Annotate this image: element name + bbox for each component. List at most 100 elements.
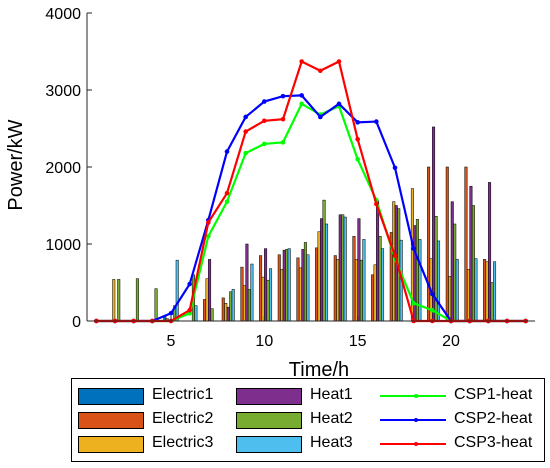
bar-heat3-h21 <box>474 258 478 322</box>
bar-electric2-h8 <box>221 297 225 322</box>
y-tick-label: 3000 <box>45 83 81 100</box>
legend-line <box>380 418 446 422</box>
point-csp3-heat-h11 <box>280 116 286 122</box>
point-csp3-heat-h17 <box>392 253 398 258</box>
x-tick-label: 5 <box>167 333 176 350</box>
bar-electric3-h12 <box>298 267 302 322</box>
point-csp2-heat-h17 <box>392 165 398 171</box>
bar-heat2-h16 <box>378 236 382 322</box>
bar-heat2-h19 <box>434 216 438 322</box>
point-csp2-heat-h12 <box>299 93 304 98</box>
bar-heat1-h18 <box>413 225 417 322</box>
point-csp1-heat-h10 <box>262 141 267 147</box>
legend-label: CSP2-heat <box>454 410 533 427</box>
point-csp2-heat-h19 <box>430 291 435 297</box>
y-tick-label: 0 <box>72 314 81 331</box>
bar-electric3-h15 <box>354 259 358 322</box>
point-csp1-heat-h19 <box>430 307 435 313</box>
bar-electric3-h14 <box>336 259 340 322</box>
point-csp3-heat-h9 <box>243 129 248 134</box>
bar-heat2-h7 <box>210 308 214 322</box>
axes-layer: 5 10 15 20 0 1000 2000 3000 4000 <box>45 6 535 350</box>
bar-electric2-h7 <box>203 299 207 322</box>
point-csp3-heat-h14 <box>336 59 342 64</box>
point-csp1-heat-h11 <box>280 140 286 145</box>
point-csp2-heat-h10 <box>262 99 267 104</box>
bar-electric2-h9 <box>240 266 244 322</box>
point-csp2-heat-h15 <box>355 120 360 125</box>
bar-heat2-h9 <box>247 289 251 322</box>
bar-heat2-h13 <box>322 199 326 322</box>
bar-electric2-h19 <box>427 166 431 322</box>
bar-electric2-h21 <box>464 166 468 322</box>
y-tick-label: 2000 <box>45 160 81 177</box>
y-tick-label: 1000 <box>45 237 81 254</box>
bar-heat2-h8 <box>229 291 233 322</box>
bar-heat3-h12 <box>306 254 310 322</box>
bar-heat3-h20 <box>455 259 459 322</box>
chart-canvas: 5 10 15 20 0 1000 2000 3000 4000 Time/h Power/kW <box>5 6 535 380</box>
bar-heat3-h5 <box>175 259 179 322</box>
legend-line <box>380 394 446 398</box>
y-axis-label: Power/kW <box>5 119 27 210</box>
bar-electric3-h8 <box>224 303 228 322</box>
legend-label: Electric1 <box>152 386 214 403</box>
point-csp3-heat-h13 <box>318 68 323 74</box>
bar-heat2-h3 <box>135 278 139 322</box>
point-csp2-heat-h18 <box>411 246 416 251</box>
bar-heat2-h15 <box>359 259 363 322</box>
point-csp1-heat-h18 <box>411 300 416 306</box>
bar-heat2-h21 <box>471 205 475 322</box>
bar-electric3-h13 <box>317 231 321 322</box>
bar-heat1-h8 <box>226 306 230 322</box>
bar-heat1-h22 <box>488 182 492 322</box>
bar-electric2-h11 <box>277 254 281 322</box>
bar-electric2-h10 <box>259 255 263 322</box>
line-csp3-heat <box>96 59 526 323</box>
legend-label: CSP1-heat <box>454 386 533 403</box>
point-csp2-heat-h14 <box>336 101 342 107</box>
bar-heat2-h11 <box>285 249 289 322</box>
bar-heat3-h14 <box>343 216 347 322</box>
point-csp1-heat-h12 <box>299 101 304 107</box>
point-csp2-heat-h5 <box>168 311 174 316</box>
point-csp2-heat-h8 <box>224 149 230 154</box>
point-csp3-heat-h12 <box>299 59 304 64</box>
point-csp3-heat-h8 <box>224 190 230 196</box>
bar-electric3-h7 <box>205 278 209 322</box>
legend-label: Heat3 <box>310 434 353 451</box>
bar-electric2-h15 <box>352 236 356 322</box>
bar-heat1-h15 <box>357 218 361 322</box>
point-csp1-heat-h8 <box>224 199 230 204</box>
legend-swatch <box>236 436 302 453</box>
legend-label: Heat1 <box>310 386 353 403</box>
point-csp3-heat-h15 <box>355 136 360 142</box>
bar-heat2-h20 <box>453 223 457 322</box>
bar-heat2-h4 <box>154 288 158 322</box>
point-csp2-heat-h13 <box>318 114 323 120</box>
bar-heat3-h18 <box>418 239 422 322</box>
point-csp3-heat-h10 <box>262 118 267 124</box>
bar-electric3-h22 <box>485 261 489 322</box>
bar-electric2-h12 <box>296 257 300 322</box>
x-tick-label: 10 <box>255 333 273 350</box>
bar-electric3-h16 <box>373 264 377 322</box>
x-tick-label: 15 <box>349 333 367 350</box>
bar-heat2-h2 <box>117 279 121 322</box>
legend-swatch <box>78 388 144 405</box>
lines-layer <box>94 59 528 324</box>
bar-electric2-h13 <box>315 247 319 322</box>
point-csp2-heat-h16 <box>374 119 379 124</box>
bar-heat1-h7 <box>208 259 212 322</box>
bars-layer <box>112 126 497 322</box>
bar-heat3-h22 <box>493 261 497 322</box>
bar-electric2-h14 <box>333 255 337 322</box>
point-csp1-heat-h9 <box>243 150 248 156</box>
point-csp2-heat-h6 <box>187 281 192 287</box>
bar-electric2-h22 <box>483 259 487 322</box>
bar-heat3-h8 <box>231 289 235 322</box>
x-axis-label: Time/h <box>289 359 349 380</box>
bar-heat1-h21 <box>469 186 473 322</box>
bar-heat3-h9 <box>250 263 254 322</box>
point-csp2-heat-h9 <box>243 114 248 120</box>
